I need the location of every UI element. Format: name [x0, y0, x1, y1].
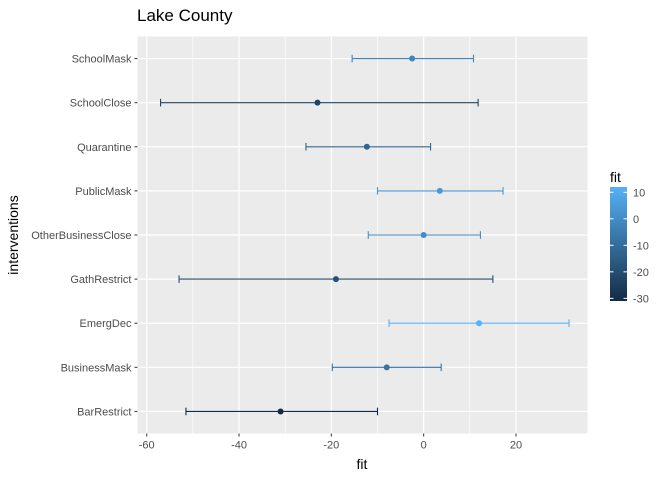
point-Quarantine — [363, 143, 370, 150]
y-tick-label: SchoolMask — [72, 54, 132, 66]
x-tick-label: -60 — [139, 440, 155, 452]
color-legend: fit 10 0 -10 -20 -30 — [610, 169, 649, 305]
point-PublicMask — [436, 187, 443, 194]
x-axis: -60 -40 -20 0 20 — [139, 433, 522, 452]
y-tick-label: BarRestrict — [77, 406, 131, 418]
point-layer — [277, 55, 483, 415]
y-tick-label: GathRestrict — [70, 274, 131, 286]
legend-tick-label: -20 — [633, 267, 649, 279]
y-tick-label: EmergDec — [80, 318, 132, 330]
y-axis-title: interventions — [5, 195, 21, 274]
point-SchoolClose — [314, 99, 321, 106]
y-tick-label: PublicMask — [75, 186, 132, 198]
y-tick-label: OtherBusinessClose — [31, 230, 131, 242]
y-tick-label: BusinessMask — [61, 362, 132, 374]
point-BusinessMask — [383, 364, 390, 371]
legend-tick-label: 10 — [633, 187, 645, 199]
legend-ticks: 10 0 -10 -20 -30 — [610, 187, 649, 305]
y-axis: SchoolMask SchoolClose Quarantine PublicMas… — [31, 54, 138, 418]
y-tick-label: Quarantine — [77, 142, 131, 154]
x-tick-label: -20 — [323, 440, 339, 452]
x-tick-label: 20 — [510, 440, 522, 452]
point-EmergDec — [476, 320, 483, 327]
x-tick-label: 0 — [421, 440, 427, 452]
point-SchoolMask — [409, 55, 416, 62]
point-OtherBusinessClose — [420, 232, 427, 238]
point-GathRestrict — [332, 276, 339, 283]
x-tick-label: -40 — [231, 440, 247, 452]
legend-colorbar — [610, 187, 627, 301]
x-axis-title: fit — [357, 456, 368, 472]
chart-title: Lake County — [137, 6, 233, 25]
point-BarRestrict — [277, 408, 284, 415]
legend-title: fit — [610, 169, 621, 185]
legend-tick-label: -30 — [633, 293, 649, 305]
y-tick-label: SchoolClose — [70, 98, 132, 110]
legend-tick-label: 0 — [633, 214, 639, 226]
legend-tick-label: -10 — [633, 240, 649, 252]
